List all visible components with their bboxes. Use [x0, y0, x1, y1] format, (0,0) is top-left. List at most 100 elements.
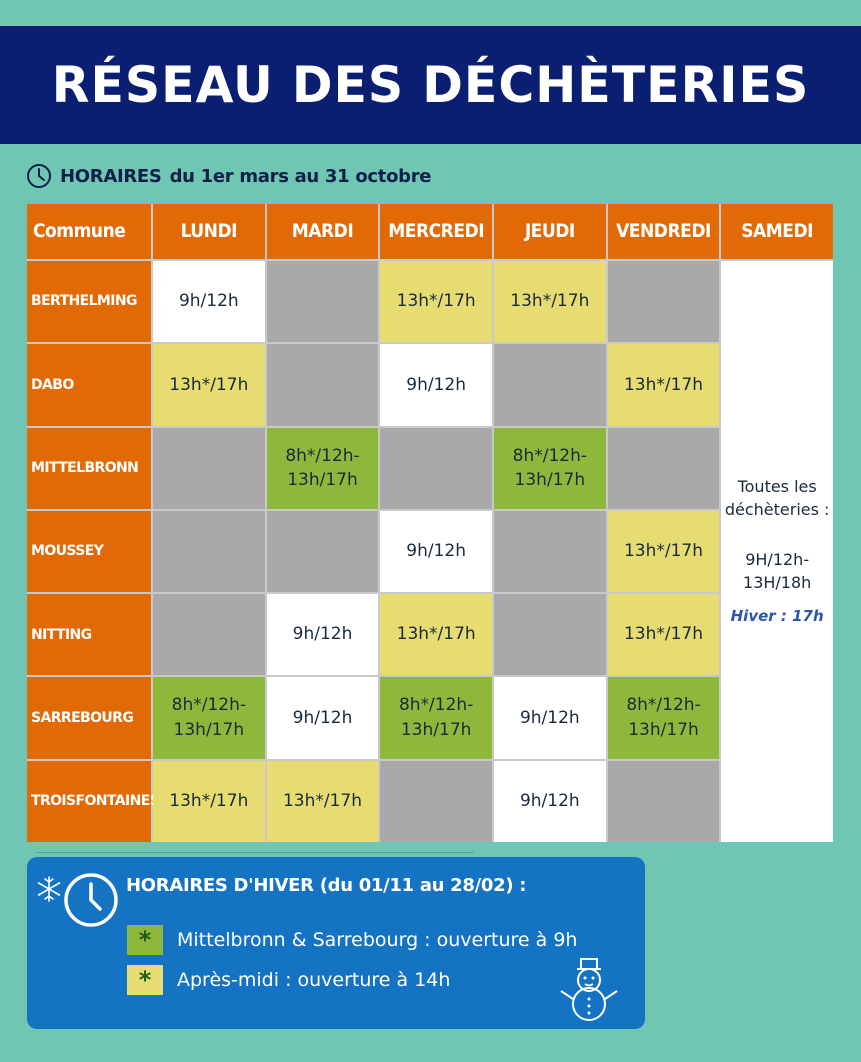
hours-line: 13h*/17h: [169, 374, 249, 395]
hours-line: 8h*/12h-: [398, 695, 474, 716]
samedi-hours1: 9H/12h-: [745, 549, 810, 569]
commune-name: DABO: [27, 344, 151, 426]
schedule-cell: 8h*/12h- 13h/17h: [607, 677, 720, 759]
hours-line: 9h/12h: [292, 624, 353, 645]
subheading-strong: HORAIRES: [60, 165, 162, 187]
samedi-cell: Toutes les déchèteries : 9H/12h- 13H/18h Hiv…: [721, 261, 833, 842]
hours-line: 13h/17h: [400, 720, 472, 741]
green-swatch: *: [127, 925, 163, 955]
schedule-cell: 9h/12h: [153, 261, 265, 343]
schedule-cell: [266, 344, 379, 426]
header-lundi: LUNDI: [153, 204, 265, 259]
header-samedi: SAMEDI: [721, 204, 833, 259]
commune-name: MITTELBRONN: [27, 427, 151, 509]
commune-name: MOUSSEY: [27, 510, 151, 593]
snowman-icon: [560, 958, 618, 1021]
hours-line: 13h*/17h: [169, 791, 249, 812]
clock-icon: [27, 164, 51, 188]
winter-row-morning-text: Mittelbronn & Sarrebourg : ouverture à 9…: [177, 929, 578, 951]
schedule-cell: [607, 261, 720, 343]
subheading-dates: du 1er mars au 31 octobre: [169, 165, 432, 187]
schedule-cell: 13h*/17h: [607, 594, 720, 676]
samedi-hiver: Hiver : 17h: [730, 606, 824, 625]
samedi-line2: déchèteries :: [724, 500, 830, 520]
commune-name: NITTING: [27, 594, 151, 676]
schedule-cell: 8h*/12h- 13h/17h: [493, 427, 606, 509]
hours-line: 13h*/17h: [282, 791, 363, 812]
hours-line: 13h*/17h: [396, 291, 476, 312]
winter-title: HORAIRES D'HIVER (du 01/11 au 28/02) :: [126, 875, 527, 896]
schedule-cell: [153, 427, 265, 509]
schedule-cell: [266, 261, 379, 343]
hours-line: 9h/12h: [292, 707, 353, 728]
winter-row-afternoon-text: Après-midi : ouverture à 14h: [177, 969, 451, 991]
header-jeudi: JEUDI: [493, 204, 606, 259]
schedule-cell: 13h*/17h: [493, 261, 606, 343]
schedule-cell: 13h*/17h: [153, 760, 265, 842]
hours-line: 9h/12h: [178, 291, 239, 312]
winter-row-morning: * Mittelbronn & Sarrebourg : ouverture à…: [127, 925, 577, 955]
schedule-cell: 9h/12h: [493, 760, 606, 842]
schedule-cell: [493, 594, 606, 676]
header-mercredi: MERCREDI: [380, 204, 492, 259]
schedule-cell: 13h*/17h: [153, 344, 265, 426]
yellow-swatch: *: [127, 965, 163, 995]
schedule-cell: 13h*/17h: [607, 510, 720, 593]
hours-line: 8h*/12h-: [626, 695, 701, 716]
hours-line: 13h*/17h: [623, 541, 704, 562]
schedule-cell: 8h*/12h- 13h/17h: [266, 427, 379, 509]
hours-line: 8h*/12h-: [512, 445, 587, 466]
schedule-cell: 13h*/17h: [607, 344, 720, 426]
commune-name: SARREBOURG: [27, 677, 151, 759]
hours-line: 13h*/17h: [623, 624, 704, 645]
schedule-cell: [493, 344, 606, 426]
winter-icons: [37, 873, 118, 927]
schedule-cell: 8h*/12h- 13h/17h: [380, 677, 492, 759]
hours-line: 13h/17h: [514, 470, 586, 491]
hours-line: 13h/17h: [173, 720, 245, 741]
commune-name: BERTHELMING: [27, 261, 151, 343]
title-banner: RÉSEAU DES DÉCHÈTERIES: [0, 26, 861, 144]
header-commune: Commune: [27, 204, 151, 259]
clock-icon: [64, 873, 118, 927]
schedule-cell: [380, 427, 492, 509]
schedule-cell: 9h/12h: [266, 677, 379, 759]
page-title: RÉSEAU DES DÉCHÈTERIES: [51, 56, 810, 114]
schedule-subheading: HORAIRES du 1er mars au 31 octobre: [26, 160, 432, 192]
schedule-cell: [607, 427, 720, 509]
hours-line: 13h/17h: [628, 720, 699, 741]
schedule-cell: 9h/12h: [493, 677, 606, 759]
snowflake-icon: [37, 876, 61, 902]
winter-hours-box: HORAIRES D'HIVER (du 01/11 au 28/02) : *…: [27, 857, 645, 1029]
schedule-cell: [153, 594, 265, 676]
hours-line: 13h*/17h: [510, 291, 590, 312]
hours-line: 9h/12h: [519, 707, 580, 728]
schedule-cell: 13h*/17h: [380, 594, 492, 676]
schedule-cell: [153, 510, 265, 593]
schedule-cell: [493, 510, 606, 593]
schedule-cell: [266, 510, 379, 593]
schedule-cell: 9h/12h: [380, 510, 492, 593]
schedule-cell: 13h*/17h: [380, 261, 492, 343]
header-mardi: MARDI: [266, 204, 379, 259]
header-vendredi: VENDREDI: [607, 204, 720, 259]
hours-line: 13h*/17h: [623, 374, 704, 395]
schedule-cell: 9h/12h: [380, 344, 492, 426]
schedule-table: Commune LUNDI MARDI MERCREDI JEUDI VENDREDI SA…: [27, 204, 833, 842]
hours-line: 8h*/12h-: [171, 695, 246, 716]
schedule-cell: [607, 760, 720, 842]
commune-name: TROISFONTAINES: [27, 760, 160, 842]
hours-line: 9h/12h: [406, 374, 467, 395]
hours-line: 8h*/12h-: [285, 445, 360, 466]
hours-line: 9h/12h: [406, 541, 467, 562]
samedi-hours2: 13H/18h: [743, 572, 812, 592]
hours-line: 13h/17h: [287, 470, 358, 491]
samedi-line1: Toutes les: [737, 477, 817, 497]
schedule-cell: [380, 760, 492, 842]
hours-line: 13h*/17h: [396, 624, 476, 645]
schedule-cell: 13h*/17h: [266, 760, 379, 842]
schedule-cell: 8h*/12h- 13h/17h: [153, 677, 265, 759]
schedule-cell: 9h/12h: [266, 594, 379, 676]
hours-line: 9h/12h: [519, 791, 580, 812]
winter-row-afternoon: * Après-midi : ouverture à 14h: [127, 965, 450, 995]
